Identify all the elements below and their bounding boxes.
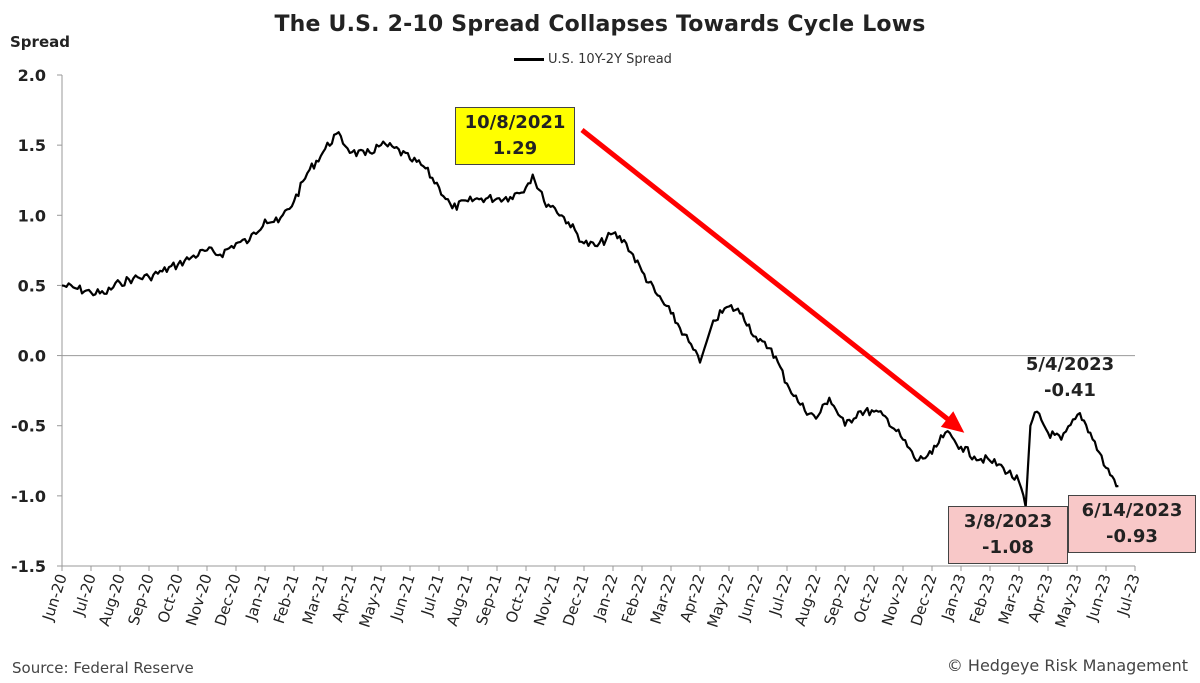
annotation-may-2023-date: 5/4/2023 (1015, 352, 1125, 378)
x-tick-label: Jun-23 (1083, 572, 1115, 624)
annotation-low-date: 3/8/2023 (956, 509, 1060, 535)
x-tick-label: Aug-20 (95, 572, 129, 629)
x-tick-label: Mar-23 (995, 572, 1028, 627)
x-tick-label: Feb-23 (966, 572, 999, 626)
annotation-low: 3/8/2023 -1.08 (948, 506, 1068, 564)
x-tick-label: Jul-20 (69, 572, 100, 619)
x-tick-label: Dec-22 (907, 572, 941, 628)
legend-label: U.S. 10Y-2Y Spread (548, 52, 672, 67)
x-tick-label: Sep-21 (472, 572, 505, 628)
x-tick-label: Aug-21 (443, 572, 477, 629)
x-tick-label: Nov-22 (878, 572, 912, 628)
x-tick-label: May-22 (704, 572, 738, 630)
x-tick-label: Jul-22 (765, 572, 796, 619)
x-tick-label: Jan-23 (938, 572, 970, 624)
y-tick-label: 1.5 (18, 136, 46, 155)
legend-swatch (514, 58, 544, 61)
annotation-latest-date: 6/14/2023 (1076, 498, 1188, 524)
y-axis-label: Spread (10, 33, 70, 51)
chart-title: The U.S. 2-10 Spread Collapses Towards C… (0, 12, 1200, 37)
annotation-peak-date: 10/8/2021 (463, 110, 567, 136)
annotation-peak-value: 1.29 (463, 136, 567, 162)
x-tick-label: Sep-22 (820, 572, 853, 628)
x-tick-label: Feb-21 (270, 572, 303, 626)
x-tick-label: Mar-22 (647, 572, 680, 627)
x-tick-label: Aug-22 (791, 572, 825, 629)
x-tick-label: Nov-21 (530, 572, 564, 628)
legend: U.S. 10Y-2Y Spread (514, 52, 672, 67)
x-tick-label: Mar-21 (299, 572, 332, 627)
annotation-may-2023-value: -0.41 (1015, 378, 1125, 404)
y-tick-label: 0.5 (18, 276, 46, 295)
x-tick-label: Oct-20 (154, 572, 187, 626)
y-tick-label: -0.5 (11, 417, 46, 436)
x-tick-label: May-21 (356, 572, 390, 630)
x-tick-label: Jun-21 (387, 572, 419, 624)
x-tick-label: Feb-22 (618, 572, 651, 626)
x-tick-label: Nov-20 (182, 572, 216, 628)
x-tick-label: Jul-23 (1113, 572, 1144, 619)
x-tick-label: Apr-23 (1024, 572, 1056, 625)
x-tick-label: May-23 (1052, 572, 1086, 630)
source-note: Source: Federal Reserve (12, 659, 194, 677)
x-tick-label: Jul-21 (417, 572, 448, 619)
x-tick-label: Jan-22 (590, 572, 622, 624)
y-tick-label: -1.5 (11, 557, 46, 576)
annotation-may-2023: 5/4/2023 -0.41 (1015, 352, 1125, 404)
x-tick-label: Apr-22 (676, 572, 708, 625)
annotation-low-value: -1.08 (956, 535, 1060, 561)
y-tick-label: 0.0 (18, 347, 46, 366)
annotation-latest-value: -0.93 (1076, 524, 1188, 550)
y-tick-label: 2.0 (18, 66, 46, 85)
x-tick-label: Dec-21 (559, 572, 593, 628)
x-tick-label: Jun-20 (39, 572, 71, 624)
x-tick-label: Sep-20 (124, 572, 157, 628)
annotation-peak: 10/8/2021 1.29 (455, 107, 575, 165)
x-tick-label: Oct-22 (850, 572, 883, 626)
annotation-latest: 6/14/2023 -0.93 (1068, 495, 1196, 553)
x-tick-label: Dec-20 (211, 572, 245, 628)
y-tick-label: -1.0 (11, 487, 46, 506)
x-tick-label: Jun-22 (735, 572, 767, 624)
y-tick-label: 1.0 (18, 206, 46, 225)
copyright-note: © Hedgeye Risk Management (947, 656, 1188, 675)
trend-arrow-line (582, 130, 952, 423)
x-tick-label: Apr-21 (328, 572, 360, 625)
series-line-spread (62, 132, 1118, 507)
x-tick-label: Oct-21 (502, 572, 535, 626)
x-tick-label: Jan-21 (242, 572, 274, 624)
